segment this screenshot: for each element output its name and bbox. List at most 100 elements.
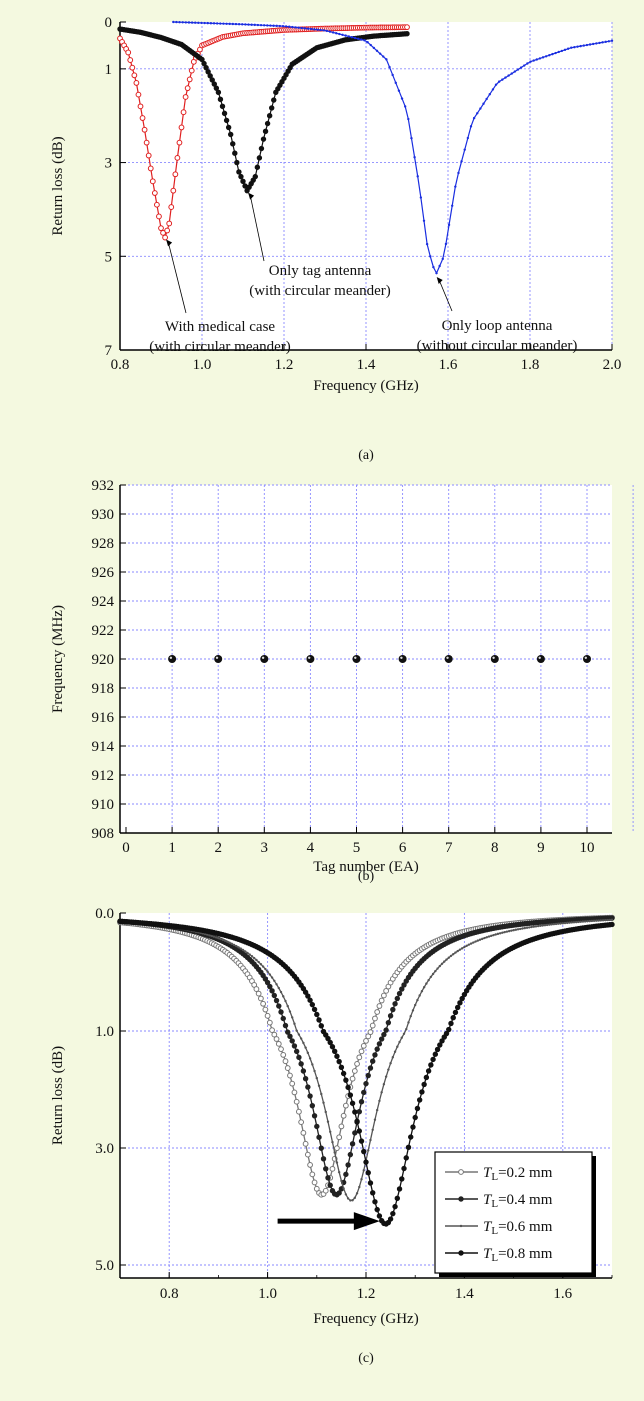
data-point: [156, 213, 162, 220]
y-tick-label: 914: [92, 739, 115, 755]
data-point: [496, 932, 500, 936]
data-point: [347, 1092, 354, 1098]
y-tick-label: 7: [105, 343, 113, 359]
data-point: [362, 1169, 365, 1172]
data-point: [273, 979, 276, 983]
data-point: [494, 933, 497, 936]
data-point: [537, 924, 540, 928]
data-point: [162, 234, 169, 241]
data-point: [592, 919, 596, 923]
data-point: [266, 970, 269, 973]
data-point: [326, 1120, 330, 1123]
legend-var: T: [483, 1165, 493, 1181]
data-point: [267, 983, 273, 990]
data-point: [230, 942, 234, 945]
data-point: [361, 1148, 367, 1155]
data-point: [269, 24, 272, 27]
data-point-highlight: [354, 656, 357, 659]
data-point: [529, 60, 532, 63]
series-1: [117, 26, 410, 194]
data-point: [336, 1134, 343, 1141]
data-point: [391, 1056, 395, 1059]
data-point: [253, 23, 256, 27]
data-point-highlight: [492, 656, 495, 659]
data-point: [291, 1089, 298, 1096]
data-point: [414, 1105, 421, 1112]
data-point: [579, 44, 582, 48]
data-point: [483, 936, 486, 940]
data-point: [434, 969, 437, 973]
data-point: [454, 1004, 461, 1011]
data-point: [534, 925, 538, 928]
data-point: [431, 972, 435, 976]
y-axis-label: Return loss (dB): [50, 136, 66, 235]
data-point: [240, 178, 246, 185]
data-point: [284, 25, 288, 28]
data-point: [399, 986, 405, 992]
data-point: [306, 655, 315, 663]
y-tick-label: 1.0: [95, 1024, 114, 1040]
x-tick-label: 1.0: [258, 1286, 277, 1302]
data-point: [311, 1179, 318, 1186]
data-point: [269, 105, 275, 111]
data-point: [476, 112, 479, 115]
data-point: [360, 1178, 363, 1181]
data-point: [358, 1185, 361, 1189]
legend-value: =0.6 mm: [498, 1219, 553, 1235]
data-point: [526, 62, 529, 65]
data-point: [608, 918, 611, 922]
y-tick-label: 932: [92, 478, 115, 494]
data-point: [217, 937, 220, 940]
data-point: [318, 1023, 324, 1029]
data-point: [255, 958, 258, 962]
data-point: [492, 933, 495, 937]
data-point: [469, 942, 473, 945]
data-point: [303, 27, 307, 30]
data-point: [371, 1128, 374, 1131]
data-point: [570, 46, 573, 49]
data-point: [460, 160, 463, 163]
data-point: [260, 655, 269, 663]
data-point: [320, 1092, 323, 1096]
data-point: [356, 1054, 363, 1061]
data-point: [182, 94, 189, 100]
data-point: [269, 1027, 275, 1034]
y-tick-label: 916: [92, 710, 115, 726]
x-tick-label: 1.6: [439, 357, 458, 373]
data-point-highlight: [308, 656, 311, 659]
data-point: [539, 924, 542, 927]
data-point: [429, 255, 432, 258]
data-point: [314, 1123, 320, 1130]
data-point: [340, 1112, 347, 1119]
data-point: [411, 1009, 415, 1012]
data-point: [494, 83, 498, 86]
y-tick-label: 0.0: [95, 906, 114, 922]
data-point: [504, 76, 507, 79]
data-point: [454, 951, 457, 954]
data-point: [335, 32, 338, 35]
data-point: [563, 921, 567, 925]
data-point: [403, 105, 407, 108]
legend-marker: [458, 1250, 464, 1256]
data-point: [416, 175, 419, 178]
data-point: [253, 986, 260, 992]
data-point: [135, 91, 142, 98]
data-point: [450, 1015, 456, 1021]
data-point: [264, 120, 271, 127]
data-point: [519, 66, 523, 69]
data-point: [247, 23, 250, 26]
data-point-highlight: [261, 656, 265, 659]
data-point: [313, 28, 316, 31]
data-point: [445, 958, 448, 961]
legend-var: T: [483, 1219, 493, 1235]
data-point: [438, 964, 441, 968]
annotation-arrow: [167, 241, 187, 314]
data-point: [367, 1065, 374, 1071]
annotations: Only tag antenna (with circular meander) W…: [149, 192, 577, 355]
data-point: [469, 125, 473, 128]
x-tick-label: 10: [580, 840, 595, 856]
data-point: [441, 257, 444, 261]
data-point: [334, 1145, 340, 1152]
